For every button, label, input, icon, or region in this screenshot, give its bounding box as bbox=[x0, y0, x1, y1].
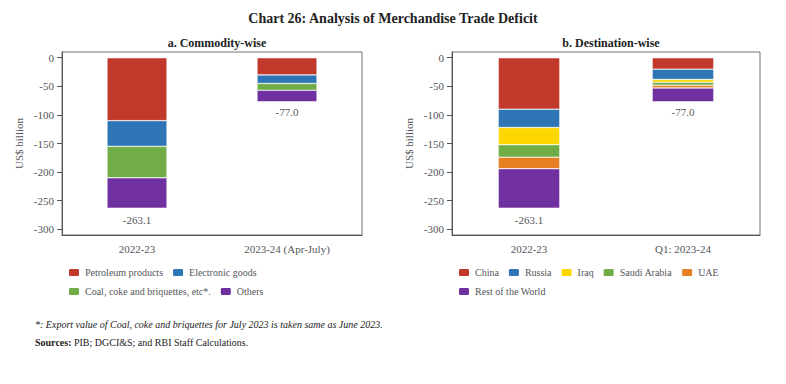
svg-text:Sources:: Sources: bbox=[35, 337, 71, 348]
svg-text:-263.1: -263.1 bbox=[123, 214, 151, 226]
svg-text:US$ billion: US$ billion bbox=[403, 117, 415, 169]
svg-text:-150: -150 bbox=[34, 138, 55, 150]
svg-text:-100: -100 bbox=[424, 109, 445, 121]
svg-text:-150: -150 bbox=[424, 138, 445, 150]
svg-text:-50: -50 bbox=[429, 80, 444, 92]
svg-text:Russia: Russia bbox=[525, 267, 552, 278]
svg-text:-200: -200 bbox=[424, 166, 445, 178]
svg-text:*: Export value of Coal, coke: *: Export value of Coal, coke and brique… bbox=[35, 319, 383, 330]
svg-text:-77.0: -77.0 bbox=[276, 106, 299, 118]
svg-text:-200: -200 bbox=[34, 166, 55, 178]
svg-text:0: 0 bbox=[49, 52, 55, 64]
svg-text:-250: -250 bbox=[34, 195, 55, 207]
svg-text:Petroleum products: Petroleum products bbox=[85, 267, 163, 278]
svg-text:-300: -300 bbox=[34, 223, 55, 235]
svg-text:-77.0: -77.0 bbox=[672, 106, 695, 118]
svg-text:2023-24 (Apr-July): 2023-24 (Apr-July) bbox=[244, 243, 330, 256]
svg-text:b. Destination-wise: b. Destination-wise bbox=[562, 36, 660, 50]
svg-text:a. Commodity-wise: a. Commodity-wise bbox=[168, 36, 267, 50]
svg-text:2022-23: 2022-23 bbox=[119, 243, 156, 255]
svg-text:Saudi Arabia: Saudi Arabia bbox=[620, 267, 672, 278]
svg-text:Q1: 2023-24: Q1: 2023-24 bbox=[655, 243, 711, 255]
svg-text:-100: -100 bbox=[34, 109, 55, 121]
svg-text:Coal, coke and briquettes, etc: Coal, coke and briquettes, etc*. bbox=[85, 286, 211, 297]
svg-text:-250: -250 bbox=[424, 195, 445, 207]
svg-text:Rest of the World: Rest of the World bbox=[475, 286, 545, 297]
svg-text:Iraq: Iraq bbox=[578, 267, 594, 278]
svg-text:Others: Others bbox=[237, 286, 264, 297]
svg-text:-263.1: -263.1 bbox=[515, 214, 543, 226]
svg-text:US$ billion: US$ billion bbox=[13, 117, 25, 169]
svg-text:-50: -50 bbox=[39, 80, 54, 92]
svg-text:Electronic goods: Electronic goods bbox=[189, 267, 257, 278]
svg-text:-300: -300 bbox=[424, 223, 445, 235]
svg-text:PIB; DGCI&S; and RBI Staff Cal: PIB; DGCI&S; and RBI Staff Calculations. bbox=[71, 337, 248, 348]
svg-text:Chart 26: Analysis of Merchand: Chart 26: Analysis of Merchandise Trade … bbox=[248, 11, 538, 26]
svg-text:China: China bbox=[475, 267, 499, 278]
svg-text:UAE: UAE bbox=[698, 267, 719, 278]
svg-text:0: 0 bbox=[439, 52, 445, 64]
svg-text:2022-23: 2022-23 bbox=[511, 243, 548, 255]
